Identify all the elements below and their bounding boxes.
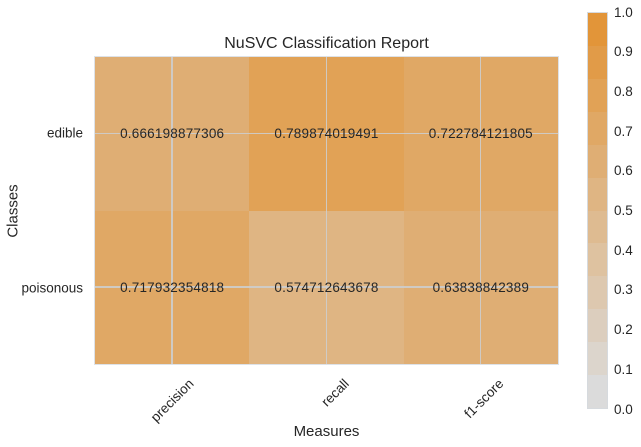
colorbar-band [588,177,607,211]
gridline-horizontal [95,132,558,135]
gridline-vertical [479,57,482,364]
cell-value: 0.63838842389 [432,279,530,295]
colorbar-band [588,375,607,409]
gridline-vertical [325,57,328,364]
x-tick-label-precision: precision [147,376,197,425]
y-tick-label-edible: edible [46,125,83,141]
colorbar-tick-label: 0.1 [614,361,633,377]
colorbar-tick-label: 0.9 [614,44,633,60]
gridline-vertical [171,57,173,364]
cell-value: 0.717932354818 [120,279,225,295]
colorbar-band [588,243,607,277]
x-axis-label: Measures [293,423,360,440]
y-axis-label: Classes [4,184,22,238]
colorbar-tick-label: 0.7 [614,123,633,139]
colorbar-tick-labels: 1.0 0.9 0.8 0.7 0.6 0.5 0.4 0.3 0.2 0.1 0.0 [614,5,640,417]
cell-value: 0.666198877306 [120,126,225,142]
y-tick-label-poisonous: poisonous [21,280,83,296]
gridline-horizontal [95,286,558,288]
colorbar-band [588,309,607,343]
colorbar-tick-label: 0.2 [614,322,633,338]
colorbar-tick-label: 0.6 [614,163,633,179]
colorbar-band [588,210,607,244]
colorbar-tick-label: 0.5 [614,203,633,218]
colorbar-band [588,276,607,310]
colorbar-tick-label: 0.4 [614,242,633,258]
colorbar-band [588,78,607,112]
colorbar-band [588,45,607,79]
colorbar-tick-label: 1.0 [614,4,633,20]
chart-title: NuSVC Classification Report [224,35,429,52]
colorbar-tick-label: 0.8 [614,83,633,99]
colorbar-band [588,111,607,145]
colorbar-tick-label: 0.0 [614,401,633,417]
heatmap: 0.666198877306 0.789874019491 0.72278412… [94,56,559,365]
colorbar-band [588,144,607,178]
cell-value: 0.574712643678 [274,279,379,295]
x-tick-label-f1-score: f1-score [461,376,507,422]
colorbar-tick-label: 0.3 [614,282,633,298]
colorbar-band [588,342,607,376]
colorbar-band [588,13,607,46]
cell-value: 0.789874019491 [274,126,379,142]
x-tick-label-recall: recall [318,376,352,410]
cell-value: 0.722784121805 [428,126,533,142]
colorbar [587,12,608,409]
